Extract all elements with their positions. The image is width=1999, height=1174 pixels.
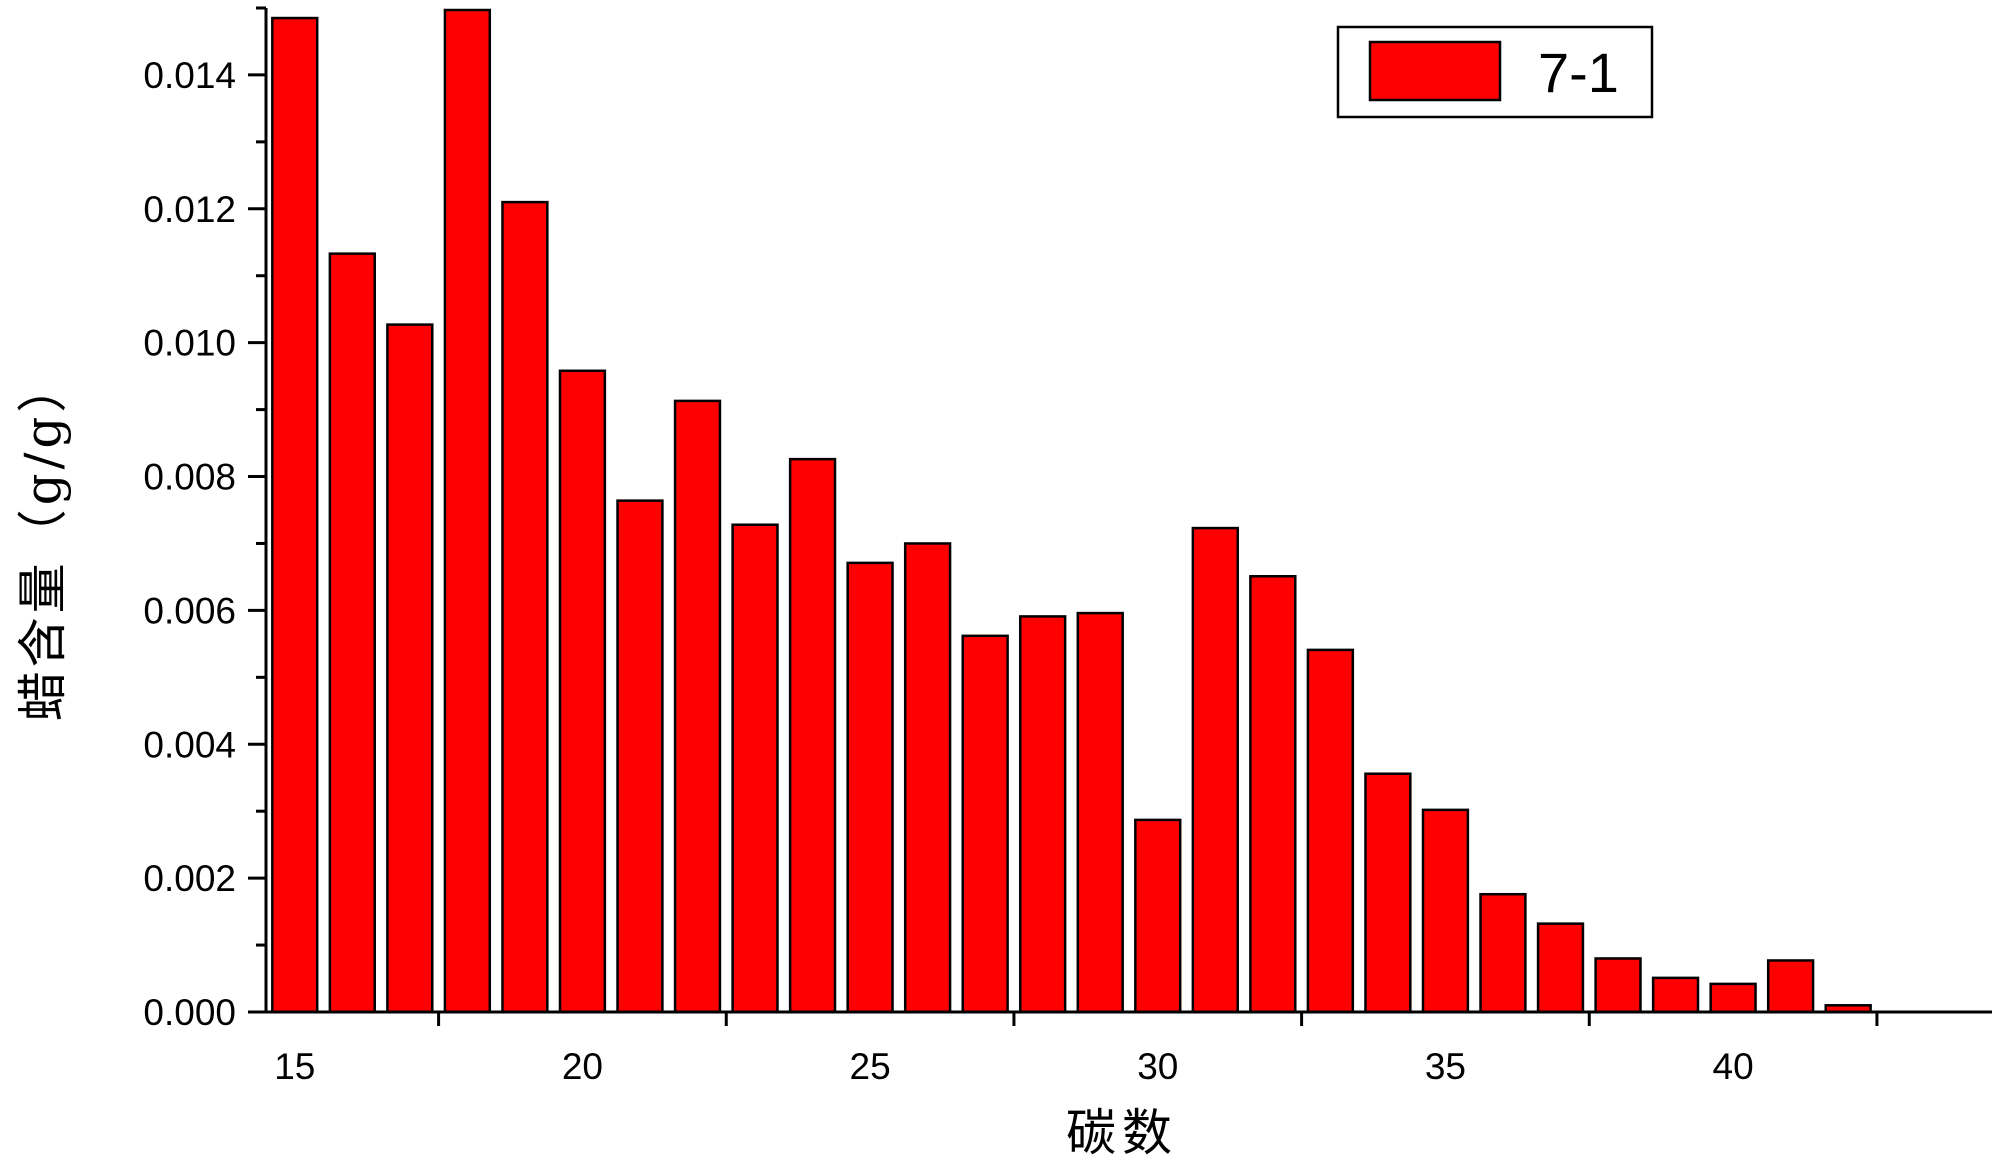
x-tick-label: 15: [274, 1046, 315, 1087]
bar-c28: [1019, 615, 1067, 1014]
bar-c40: [1709, 982, 1757, 1014]
y-tick-label: 0.000: [143, 992, 236, 1033]
legend: 7-1: [1336, 25, 1654, 119]
bar-c16: [328, 252, 376, 1014]
bar-c22: [673, 399, 722, 1014]
bar-c17: [386, 323, 434, 1014]
bar-c38: [1594, 957, 1642, 1014]
bar-c26: [903, 542, 952, 1014]
bar-c39: [1651, 976, 1700, 1014]
bar-c25: [846, 561, 894, 1014]
x-ticks-layer: 15 20 25 30 35 40: [274, 1012, 1879, 1087]
y-tick-label: 0.014: [143, 55, 236, 96]
legend-label-7-1: 7-1: [1538, 41, 1619, 104]
x-tick-label: 30: [1137, 1046, 1178, 1087]
bars-layer: [271, 8, 1872, 1014]
bar-c19: [501, 200, 549, 1014]
bar-c29: [1076, 611, 1124, 1014]
bar-c41: [1766, 959, 1815, 1014]
bar-c31: [1191, 526, 1239, 1014]
y-tick-label: 0.004: [143, 724, 236, 765]
bar-c30: [1134, 818, 1182, 1014]
axes-layer: [264, 8, 1992, 1014]
x-tick-label: 25: [850, 1046, 891, 1087]
y-tick-label: 0.012: [143, 189, 236, 230]
bar-c18: [443, 8, 492, 1014]
bar-c35: [1421, 808, 1470, 1014]
y-tick-label: 0.002: [143, 858, 236, 899]
y-tick-label: 0.006: [143, 590, 236, 631]
y-ticks-layer: 0.000 0.002 0.004 0.006 0.008 0.010 0.012 0.014: [143, 6, 266, 1033]
bar-c37: [1536, 922, 1585, 1014]
bar-c15: [271, 16, 319, 1014]
bar-c27: [961, 634, 1009, 1014]
bar-c33: [1306, 648, 1355, 1014]
legend-swatch-7-1: [1368, 40, 1502, 102]
bar-c23: [731, 523, 779, 1014]
bar-c21: [616, 499, 664, 1014]
y-axis-title: 蜡含量（g/g）: [14, 359, 72, 722]
bar-c36: [1479, 892, 1527, 1014]
bar-c32: [1249, 575, 1297, 1014]
bar-c20: [558, 369, 607, 1014]
y-tick-label: 0.008: [143, 457, 236, 498]
y-tick-label: 0.010: [143, 323, 236, 364]
x-axis-title: 碳数: [1066, 1104, 1178, 1162]
bar-c34: [1364, 772, 1412, 1014]
x-tick-label: 20: [562, 1046, 603, 1087]
bar-c24: [788, 457, 837, 1014]
x-tick-label: 40: [1713, 1046, 1754, 1087]
x-tick-label: 35: [1425, 1046, 1466, 1087]
